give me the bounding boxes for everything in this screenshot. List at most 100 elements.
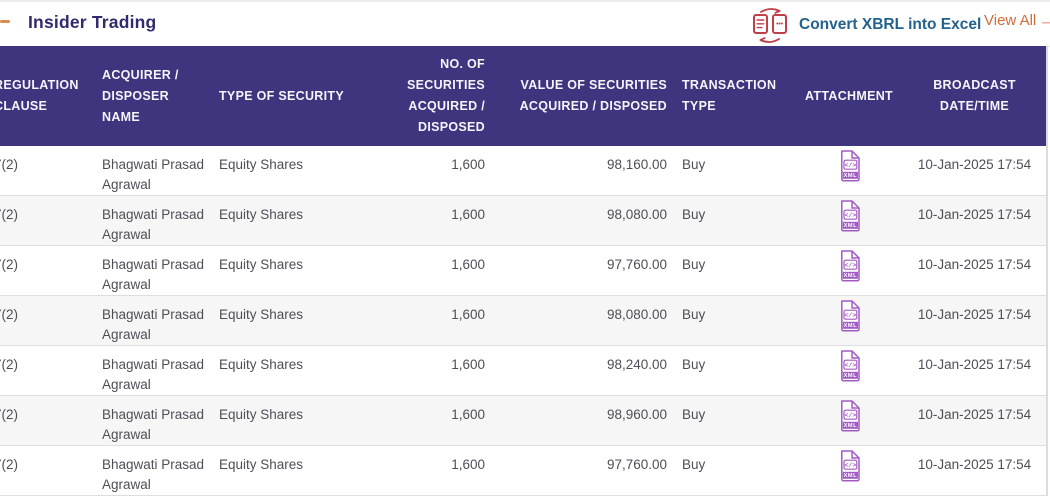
cell-broadcast-datetime: 10-Jan-2025 17:54 — [917, 307, 1032, 322]
cell-attachment: </> XML — [795, 346, 903, 396]
col-header-num-securities: NO. OF SECURITIES ACQUIRED / DISPOSED — [365, 46, 485, 146]
cell-security-type: Equity Shares — [219, 307, 304, 322]
table-row: 7(2) Bhagwati Prasad Agrawal Equity Shar… — [0, 395, 1047, 446]
table-row: 7(2) Bhagwati Prasad Agrawal Equity Shar… — [0, 195, 1047, 246]
cell-attachment: </> XML — [795, 196, 903, 246]
cell-attachment: </> XML — [795, 396, 903, 446]
cell-attachment: </> XML — [795, 146, 903, 196]
view-all-label: View All — [984, 12, 1037, 29]
convert-xbrl-link[interactable]: Convert XBRL into Excel — [748, 5, 981, 45]
col-header-security-type: TYPE OF SECURITY — [210, 46, 365, 146]
cell-acquirer-name: Bhagwati Prasad Agrawal — [102, 307, 205, 342]
cell-regulation-clause: 7(2) — [0, 157, 19, 172]
cell-broadcast-datetime: 10-Jan-2025 17:54 — [917, 457, 1032, 472]
svg-text:</>: </> — [844, 412, 856, 419]
xml-attachment-link[interactable]: </> XML — [836, 350, 863, 388]
cell-security-type: Equity Shares — [219, 207, 304, 222]
right-arrow-icon: → — [1038, 9, 1050, 31]
svg-text:</>: </> — [844, 262, 856, 269]
cell-num-securities: 1,600 — [451, 257, 485, 272]
cell-regulation-clause: 7(2) — [0, 307, 19, 322]
cell-value-securities: 98,080.00 — [606, 307, 667, 322]
table-header-row: REGULATION CLAUSE ACQUIRER / DISPOSER NA… — [0, 46, 1047, 146]
cell-broadcast-datetime: 10-Jan-2025 17:54 — [917, 357, 1032, 372]
xml-file-icon: </> XML — [840, 350, 860, 382]
cell-value-securities: 98,240.00 — [606, 357, 667, 372]
cell-transaction-type: Buy — [682, 307, 706, 322]
cell-attachment: </> XML — [795, 446, 903, 496]
xml-file-icon: </> XML — [840, 450, 860, 482]
cell-num-securities: 1,600 — [451, 457, 485, 472]
cell-security-type: Equity Shares — [219, 407, 304, 422]
view-all-link[interactable]: View All → — [984, 9, 1050, 31]
col-header-regulation-clause: REGULATION CLAUSE — [0, 46, 90, 146]
cell-acquirer-name: Bhagwati Prasad Agrawal — [102, 207, 205, 242]
svg-text:XML: XML — [843, 173, 857, 179]
cell-broadcast-datetime: 10-Jan-2025 17:54 — [917, 207, 1032, 222]
cell-security-type: Equity Shares — [219, 257, 304, 272]
cell-value-securities: 97,760.00 — [606, 457, 667, 472]
col-header-acquirer-name: ACQUIRER / DISPOSER NAME — [90, 46, 210, 146]
svg-text:XML: XML — [843, 473, 857, 479]
svg-text:XML: XML — [843, 323, 857, 329]
col-header-value-securities: VALUE OF SECURITIES ACQUIRED / DISPOSED — [485, 46, 667, 146]
section-header-bar: Insider Trading Convert XBRL into Excel … — [0, 0, 1050, 47]
cell-attachment: </> XML — [795, 296, 903, 346]
cell-security-type: Equity Shares — [219, 357, 304, 372]
cell-transaction-type: Buy — [682, 207, 706, 222]
svg-text:XML: XML — [843, 423, 857, 429]
cell-acquirer-name: Bhagwati Prasad Agrawal — [102, 407, 205, 442]
xml-attachment-link[interactable]: </> XML — [836, 450, 863, 488]
svg-text:XML: XML — [843, 273, 857, 279]
convert-docs-icon — [748, 7, 792, 44]
cell-acquirer-name: Bhagwati Prasad Agrawal — [102, 457, 205, 492]
cell-value-securities: 97,760.00 — [606, 257, 667, 272]
svg-text:</>: </> — [844, 312, 856, 319]
cell-acquirer-name: Bhagwati Prasad Agrawal — [102, 357, 205, 392]
cell-transaction-type: Buy — [682, 157, 706, 172]
convert-xbrl-label: Convert XBRL into Excel — [799, 16, 982, 33]
svg-text:</>: </> — [844, 212, 856, 219]
cell-broadcast-datetime: 10-Jan-2025 17:54 — [917, 157, 1032, 172]
col-header-broadcast-datetime: BROADCAST DATE/TIME — [903, 46, 1047, 146]
cell-value-securities: 98,160.00 — [606, 157, 667, 172]
svg-text:XML: XML — [843, 223, 857, 229]
cell-broadcast-datetime: 10-Jan-2025 17:54 — [917, 257, 1032, 272]
table-row: 7(2) Bhagwati Prasad Agrawal Equity Shar… — [0, 346, 1047, 396]
cell-num-securities: 1,600 — [451, 307, 485, 322]
cell-transaction-type: Buy — [682, 407, 706, 422]
cell-num-securities: 1,600 — [451, 357, 485, 372]
xml-file-icon: </> XML — [840, 400, 860, 432]
cell-value-securities: 98,960.00 — [606, 407, 667, 422]
cell-regulation-clause: 7(2) — [0, 257, 19, 272]
xml-attachment-link[interactable]: </> XML — [836, 400, 863, 438]
xml-attachment-link[interactable]: </> XML — [836, 200, 863, 238]
cell-security-type: Equity Shares — [219, 457, 304, 472]
cell-broadcast-datetime: 10-Jan-2025 17:54 — [917, 407, 1032, 422]
xml-attachment-link[interactable]: </> XML — [836, 250, 863, 288]
cell-num-securities: 1,600 — [451, 157, 485, 172]
xml-attachment-link[interactable]: </> XML — [836, 150, 863, 188]
cell-transaction-type: Buy — [682, 357, 706, 372]
cell-num-securities: 1,600 — [451, 407, 485, 422]
cell-acquirer-name: Bhagwati Prasad Agrawal — [102, 157, 205, 192]
cell-attachment: </> XML — [795, 246, 903, 296]
svg-text:</>: </> — [844, 362, 856, 369]
insider-trading-table: REGULATION CLAUSE ACQUIRER / DISPOSER NA… — [0, 46, 1048, 496]
col-header-transaction-type: TRANSACTION TYPE — [667, 46, 795, 146]
cell-num-securities: 1,600 — [451, 207, 485, 222]
svg-text:XML: XML — [843, 373, 857, 379]
xml-attachment-link[interactable]: </> XML — [836, 300, 863, 338]
table-row: 7(2) Bhagwati Prasad Agrawal Equity Shar… — [0, 295, 1047, 346]
cell-acquirer-name: Bhagwati Prasad Agrawal — [102, 257, 205, 292]
xml-file-icon: </> XML — [840, 200, 860, 232]
svg-text:</>: </> — [844, 162, 856, 169]
left-accent-dash-icon — [0, 20, 10, 23]
col-header-attachment: ATTACHMENT — [795, 46, 903, 146]
cell-transaction-type: Buy — [682, 457, 706, 472]
xml-file-icon: </> XML — [840, 300, 860, 332]
table-row: 7(2) Bhagwati Prasad Agrawal Equity Shar… — [0, 246, 1047, 296]
table-row: 7(2) Bhagwati Prasad Agrawal Equity Shar… — [0, 446, 1047, 496]
cell-transaction-type: Buy — [682, 257, 706, 272]
xml-file-icon: </> XML — [840, 150, 860, 182]
